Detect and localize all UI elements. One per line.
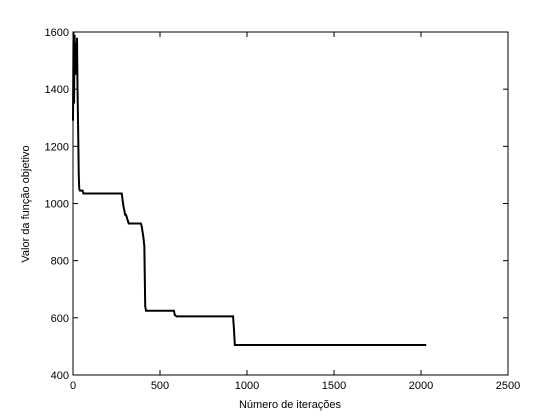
y-tick-label: 800	[51, 256, 69, 268]
x-tick-label: 2500	[496, 380, 520, 392]
y-tick-label: 400	[51, 370, 69, 382]
y-tick-label: 1000	[45, 199, 69, 211]
x-tick-label: 0	[70, 380, 76, 392]
x-tick-label: 1500	[322, 380, 346, 392]
plot-area	[72, 31, 509, 376]
x-tick-label: 2000	[409, 380, 433, 392]
y-axis-label: Valor da função objetivo	[20, 145, 32, 262]
series-line	[72, 31, 427, 346]
data-series	[72, 31, 427, 346]
x-axis-label: Número de iterações	[239, 399, 342, 411]
y-tick-label: 1200	[45, 141, 69, 153]
x-tick-label: 500	[151, 380, 169, 392]
y-tick-label: 600	[51, 313, 69, 325]
y-tick-label: 1600	[45, 27, 69, 39]
tick-labels: 0 500 1000 1500 2000 2500 400 600 800 1000 1200 140…	[45, 27, 521, 392]
x-tick-label: 1000	[235, 380, 259, 392]
y-tick-label: 1400	[45, 84, 69, 96]
